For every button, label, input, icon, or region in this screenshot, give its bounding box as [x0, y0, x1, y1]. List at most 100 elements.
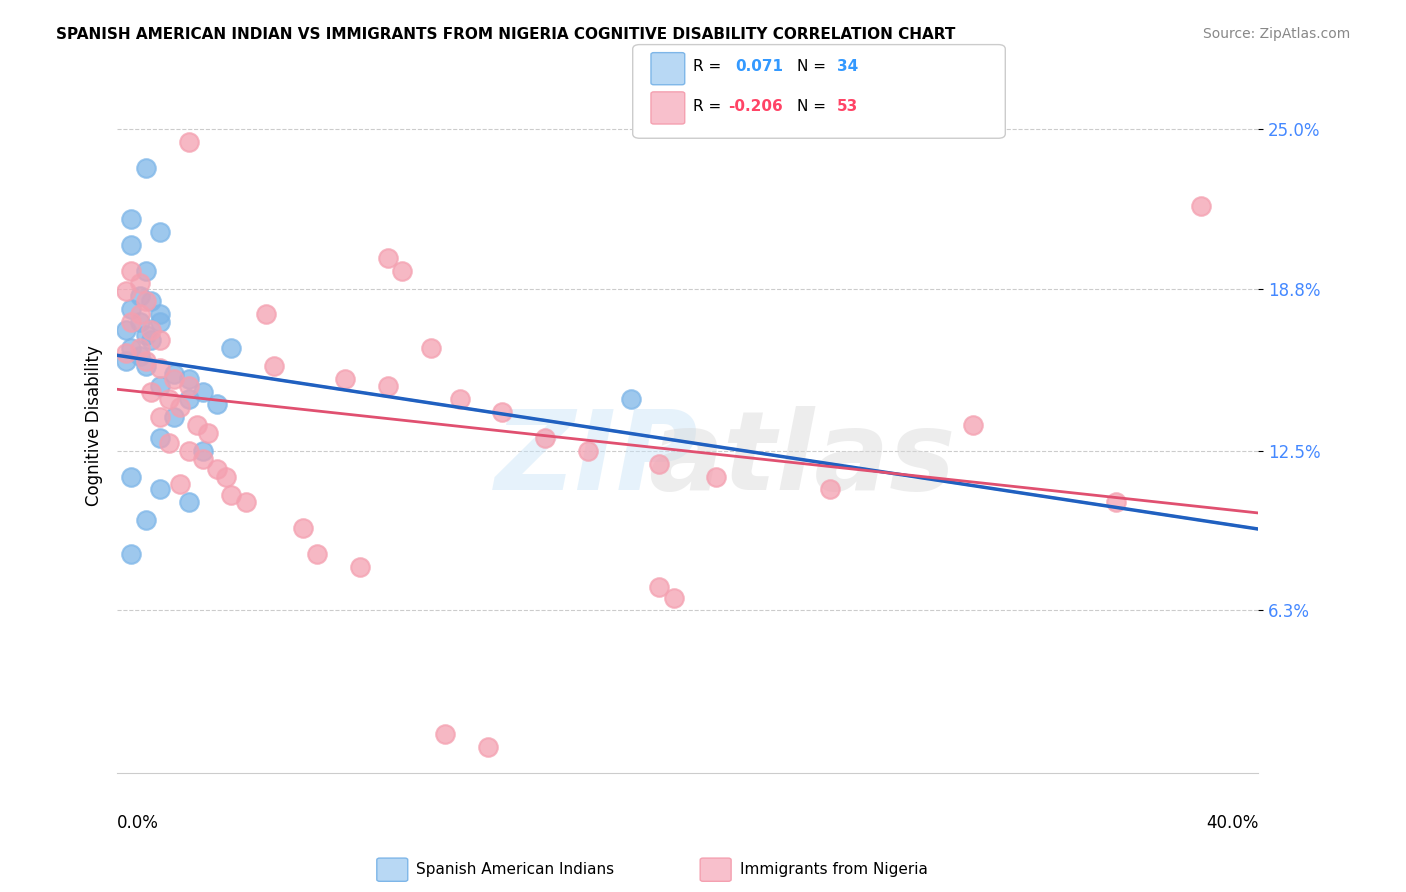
- Point: [141, 323, 163, 337]
- Text: Spanish American Indians: Spanish American Indians: [416, 863, 614, 877]
- Text: Source: ZipAtlas.com: Source: ZipAtlas.com: [1202, 27, 1350, 41]
- Point: [576, 443, 599, 458]
- Point: [163, 372, 186, 386]
- Point: [662, 591, 685, 605]
- Point: [177, 135, 200, 149]
- Text: Immigrants from Nigeria: Immigrants from Nigeria: [740, 863, 928, 877]
- Text: -0.206: -0.206: [728, 99, 783, 113]
- Point: [149, 361, 172, 376]
- Point: [291, 521, 314, 535]
- Point: [120, 212, 142, 227]
- Point: [120, 302, 142, 317]
- Text: R =: R =: [693, 60, 731, 74]
- Point: [135, 353, 157, 368]
- Point: [149, 379, 172, 393]
- Point: [163, 410, 186, 425]
- Point: [129, 289, 152, 303]
- Point: [120, 469, 142, 483]
- Point: [177, 495, 200, 509]
- Point: [434, 727, 457, 741]
- Text: 34: 34: [837, 60, 858, 74]
- Point: [149, 431, 172, 445]
- Point: [135, 359, 157, 373]
- Text: SPANISH AMERICAN INDIAN VS IMMIGRANTS FROM NIGERIA COGNITIVE DISABILITY CORRELAT: SPANISH AMERICAN INDIAN VS IMMIGRANTS FR…: [56, 27, 956, 42]
- Point: [177, 443, 200, 458]
- Point: [129, 277, 152, 291]
- Point: [149, 307, 172, 321]
- Point: [157, 392, 180, 407]
- Point: [704, 469, 727, 483]
- Point: [477, 739, 499, 754]
- Point: [420, 341, 443, 355]
- Point: [391, 263, 413, 277]
- Point: [135, 513, 157, 527]
- Point: [120, 237, 142, 252]
- Point: [648, 580, 671, 594]
- Point: [177, 392, 200, 407]
- Point: [149, 315, 172, 329]
- Point: [305, 547, 328, 561]
- Point: [186, 418, 208, 433]
- Point: [205, 462, 228, 476]
- Point: [221, 488, 243, 502]
- Y-axis label: Cognitive Disability: Cognitive Disability: [86, 344, 103, 506]
- Point: [114, 323, 136, 337]
- Point: [135, 263, 157, 277]
- Point: [214, 469, 236, 483]
- Point: [157, 436, 180, 450]
- Point: [263, 359, 285, 373]
- Point: [1189, 199, 1212, 213]
- Point: [205, 397, 228, 411]
- Point: [377, 379, 399, 393]
- Text: N =: N =: [797, 99, 831, 113]
- Point: [191, 451, 214, 466]
- Text: R =: R =: [693, 99, 727, 113]
- Point: [648, 457, 671, 471]
- Point: [129, 349, 152, 363]
- Point: [135, 294, 157, 309]
- Point: [135, 161, 157, 175]
- Point: [191, 384, 214, 399]
- Point: [120, 315, 142, 329]
- Point: [141, 294, 163, 309]
- Point: [820, 483, 842, 497]
- Point: [620, 392, 643, 407]
- Point: [962, 418, 984, 433]
- Point: [534, 431, 557, 445]
- Point: [129, 315, 152, 329]
- Text: 0.0%: 0.0%: [117, 814, 159, 832]
- Point: [491, 405, 513, 419]
- Point: [114, 346, 136, 360]
- Text: 0.071: 0.071: [735, 60, 783, 74]
- Point: [235, 495, 257, 509]
- Text: ZIP: ZIP: [495, 407, 699, 514]
- Point: [377, 251, 399, 265]
- Point: [197, 425, 219, 440]
- Point: [135, 328, 157, 343]
- Point: [149, 410, 172, 425]
- Point: [335, 372, 357, 386]
- Point: [349, 559, 371, 574]
- Point: [114, 284, 136, 298]
- Text: 40.0%: 40.0%: [1206, 814, 1258, 832]
- Point: [163, 367, 186, 381]
- Point: [149, 225, 172, 239]
- Point: [254, 307, 277, 321]
- Point: [177, 372, 200, 386]
- Point: [114, 353, 136, 368]
- Point: [141, 333, 163, 347]
- Text: N =: N =: [797, 60, 831, 74]
- Point: [449, 392, 471, 407]
- Point: [129, 341, 152, 355]
- Point: [221, 341, 243, 355]
- Point: [120, 263, 142, 277]
- Point: [149, 483, 172, 497]
- Point: [141, 384, 163, 399]
- Point: [177, 379, 200, 393]
- Point: [120, 341, 142, 355]
- Text: atlas: atlas: [648, 407, 956, 514]
- Point: [129, 307, 152, 321]
- Point: [1105, 495, 1128, 509]
- Point: [169, 400, 191, 414]
- Point: [191, 443, 214, 458]
